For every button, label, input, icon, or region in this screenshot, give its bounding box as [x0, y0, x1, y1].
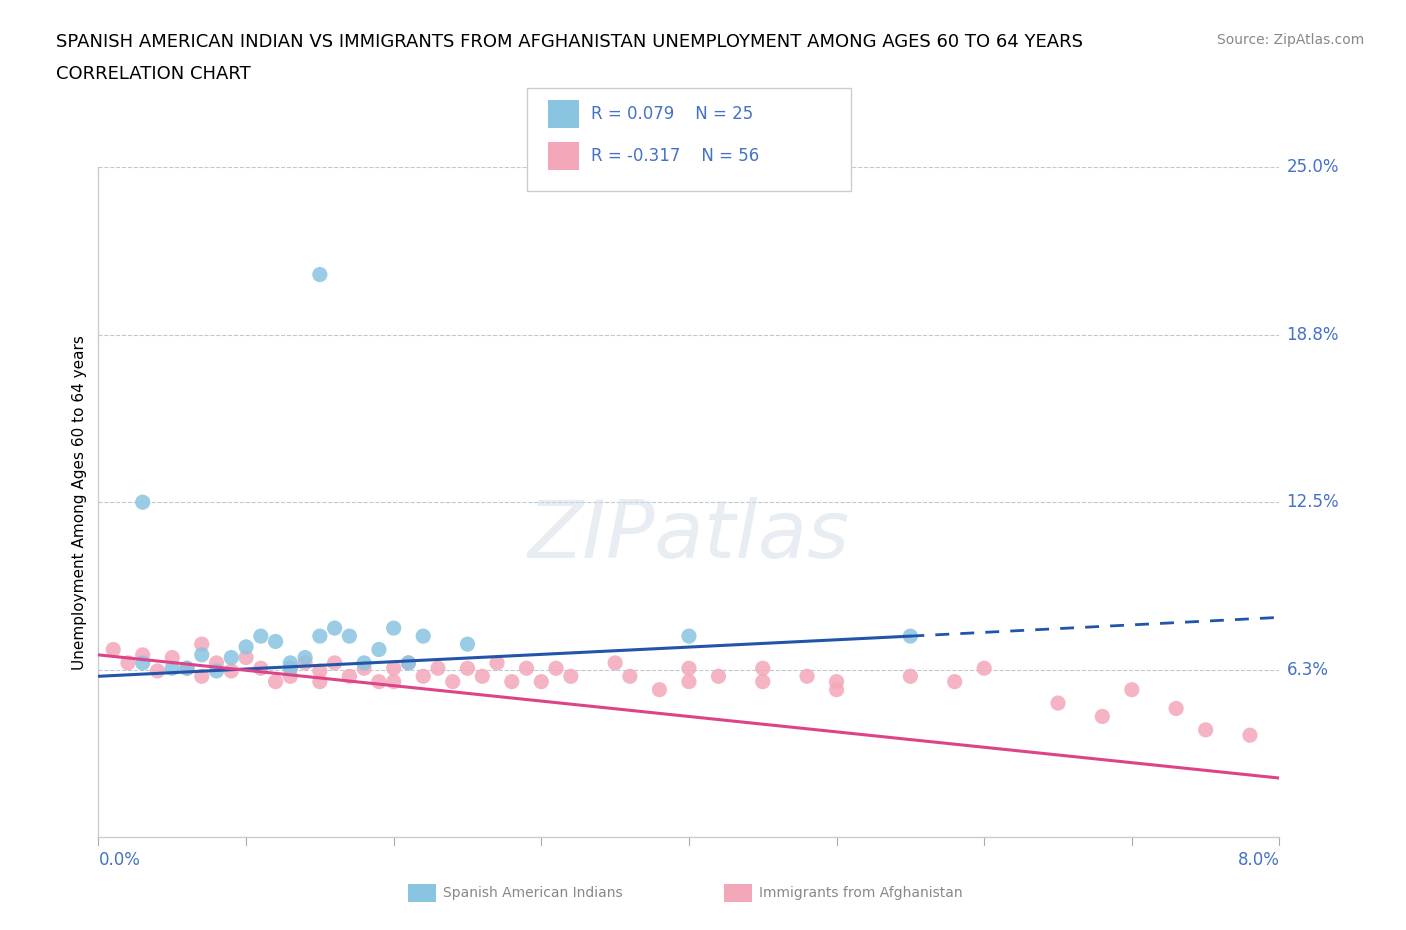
Point: [132, 647, 155, 662]
Point: [412, 629, 434, 644]
Point: [264, 634, 287, 649]
Text: 25.0%: 25.0%: [1286, 158, 1339, 177]
Point: [367, 674, 389, 689]
Point: [412, 669, 434, 684]
Point: [103, 642, 124, 657]
Point: [323, 656, 346, 671]
Text: Spanish American Indians: Spanish American Indians: [443, 885, 623, 900]
Point: [308, 629, 332, 644]
Text: CORRELATION CHART: CORRELATION CHART: [56, 65, 252, 83]
Point: [294, 650, 316, 665]
Point: [560, 669, 582, 684]
Point: [294, 656, 316, 671]
Point: [337, 669, 360, 684]
Point: [382, 620, 405, 635]
Point: [1121, 683, 1143, 698]
Point: [501, 674, 523, 689]
Point: [471, 669, 494, 684]
Point: [751, 661, 773, 676]
Point: [648, 683, 671, 698]
Point: [1091, 709, 1114, 724]
Point: [678, 629, 700, 644]
Text: ZIPatlas: ZIPatlas: [527, 497, 851, 575]
Point: [898, 669, 921, 684]
Point: [191, 647, 214, 662]
Point: [441, 674, 464, 689]
Text: 0.0%: 0.0%: [98, 851, 141, 870]
Point: [278, 669, 301, 684]
Point: [1194, 723, 1216, 737]
Point: [382, 674, 405, 689]
Point: [825, 674, 848, 689]
Point: [898, 629, 921, 644]
Point: [308, 674, 332, 689]
Point: [132, 495, 155, 510]
Point: [796, 669, 818, 684]
Point: [382, 661, 405, 676]
Point: [456, 661, 478, 676]
Point: [605, 656, 627, 671]
Point: [825, 683, 848, 698]
Point: [337, 629, 360, 644]
Point: [176, 661, 198, 676]
Point: [191, 669, 214, 684]
Point: [678, 674, 700, 689]
Point: [396, 656, 419, 671]
Point: [117, 656, 139, 671]
Point: [250, 661, 273, 676]
Text: Source: ZipAtlas.com: Source: ZipAtlas.com: [1216, 33, 1364, 46]
Text: R = -0.317    N = 56: R = -0.317 N = 56: [591, 147, 759, 166]
Point: [707, 669, 730, 684]
Point: [678, 661, 700, 676]
Point: [515, 661, 537, 676]
Point: [308, 267, 332, 282]
Point: [353, 661, 375, 676]
Point: [619, 669, 641, 684]
Text: 12.5%: 12.5%: [1286, 493, 1339, 512]
Point: [278, 661, 301, 676]
Point: [396, 656, 419, 671]
Point: [235, 640, 257, 655]
Point: [353, 656, 375, 671]
Point: [219, 663, 242, 678]
Point: [162, 661, 183, 676]
Text: R = 0.079    N = 25: R = 0.079 N = 25: [591, 105, 752, 124]
Point: [1046, 696, 1069, 711]
Text: Immigrants from Afghanistan: Immigrants from Afghanistan: [759, 885, 963, 900]
Point: [191, 637, 214, 652]
Point: [530, 674, 553, 689]
Point: [205, 656, 228, 671]
Point: [544, 661, 567, 676]
Point: [751, 674, 773, 689]
Point: [943, 674, 966, 689]
Point: [485, 656, 508, 671]
Point: [456, 637, 478, 652]
Point: [278, 656, 301, 671]
Point: [162, 650, 183, 665]
Text: 6.3%: 6.3%: [1286, 660, 1329, 679]
Point: [250, 629, 273, 644]
Point: [176, 661, 198, 676]
Y-axis label: Unemployment Among Ages 60 to 64 years: Unemployment Among Ages 60 to 64 years: [72, 335, 87, 670]
Point: [426, 661, 449, 676]
Point: [264, 674, 287, 689]
Text: SPANISH AMERICAN INDIAN VS IMMIGRANTS FROM AFGHANISTAN UNEMPLOYMENT AMONG AGES 6: SPANISH AMERICAN INDIAN VS IMMIGRANTS FR…: [56, 33, 1083, 50]
Text: 8.0%: 8.0%: [1237, 851, 1279, 870]
Point: [973, 661, 995, 676]
Point: [308, 663, 332, 678]
Point: [219, 650, 242, 665]
Point: [205, 663, 228, 678]
Point: [132, 656, 155, 671]
Point: [1239, 728, 1261, 743]
Point: [235, 650, 257, 665]
Point: [367, 642, 389, 657]
Point: [323, 620, 346, 635]
Point: [1164, 701, 1187, 716]
Text: 18.8%: 18.8%: [1286, 326, 1339, 344]
Point: [278, 661, 301, 676]
Point: [146, 663, 169, 678]
